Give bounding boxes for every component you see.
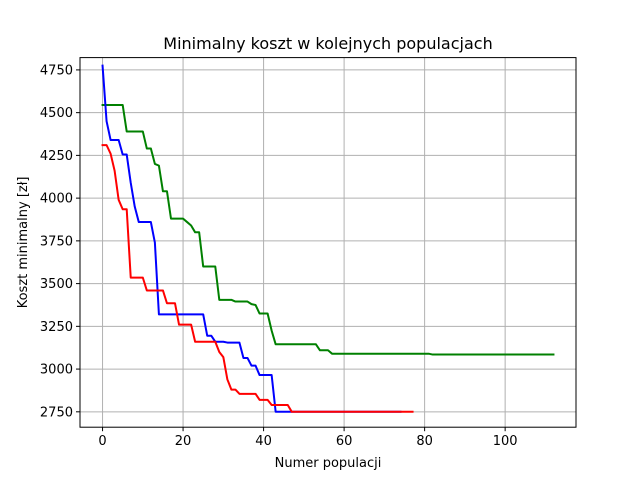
- x-axis-label: Numer populacji: [275, 456, 382, 471]
- series-line-red: [101, 144, 414, 413]
- x-tick-label: 20: [175, 434, 192, 449]
- y-axis: 2750 3000 3250 3500 3750 4000 4250 4500 4750: [40, 63, 80, 420]
- y-tick-label: 3250: [40, 320, 73, 335]
- grid: [80, 57, 576, 428]
- x-tick-label: 100: [493, 434, 518, 449]
- x-tick-label: 0: [98, 434, 106, 449]
- x-tick-label: 80: [416, 434, 433, 449]
- y-tick-label: 4500: [40, 106, 73, 121]
- x-tick-label: 40: [255, 434, 272, 449]
- y-tick-label: 4000: [40, 192, 73, 207]
- plot-frame: [79, 57, 577, 428]
- x-tick-label: 60: [336, 434, 353, 449]
- y-tick-label: 2750: [40, 405, 73, 420]
- series-line-blue: [101, 64, 402, 413]
- y-tick-label: 3000: [40, 363, 73, 378]
- y-tick-label: 3500: [40, 277, 73, 292]
- y-tick-label: 4250: [40, 149, 73, 164]
- x-axis: 0 20 40 60 80 100: [98, 427, 518, 449]
- series-lines: [101, 64, 555, 413]
- chart-title: Minimalny koszt w kolejnych populacjach: [163, 34, 492, 53]
- y-axis-label: Koszt minimalny [zł]: [16, 177, 31, 309]
- y-tick-label: 3750: [40, 234, 73, 249]
- series-line-green: [101, 103, 555, 356]
- y-tick-label: 4750: [40, 63, 73, 78]
